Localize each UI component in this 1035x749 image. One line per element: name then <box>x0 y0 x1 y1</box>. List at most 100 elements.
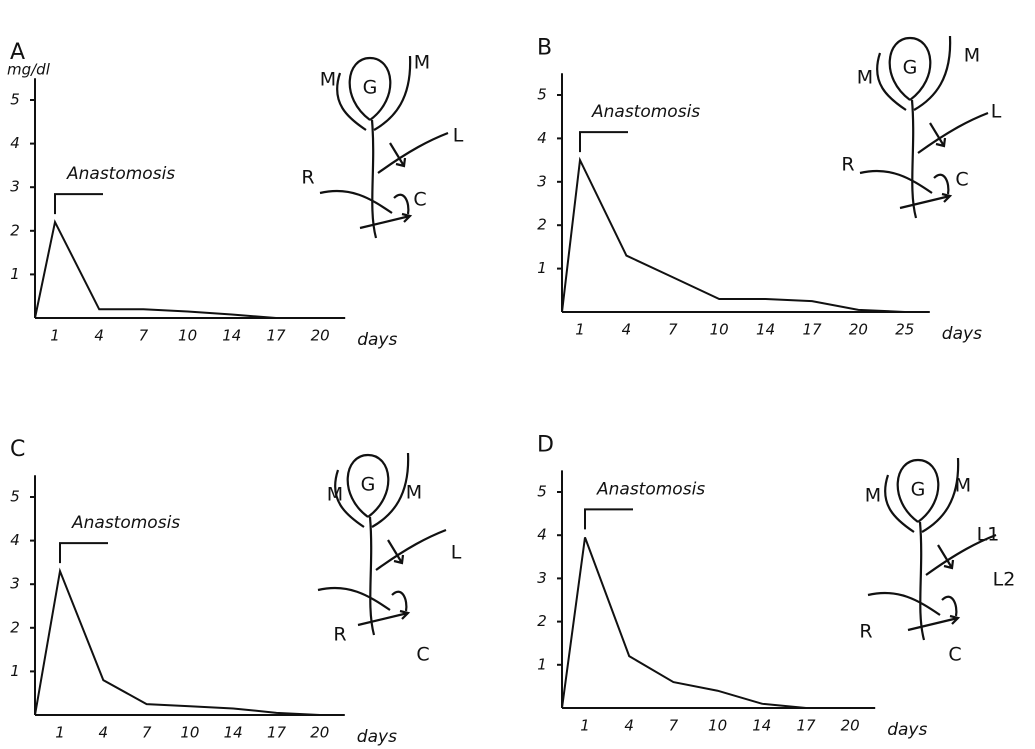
anatomy-diagram <box>316 451 448 637</box>
diagram-label: M <box>327 484 343 506</box>
diagram-label: R <box>841 154 854 176</box>
annotation: Anastomosis <box>596 479 705 499</box>
x-tick-label: 20 <box>311 327 330 345</box>
diagram-label: G <box>911 479 926 501</box>
y-tick-label: 1 <box>537 259 547 277</box>
diagram-label: L <box>453 125 464 147</box>
y-tick-label: 5 <box>537 86 547 104</box>
anatomy-diagram <box>318 54 450 240</box>
diagram-label: G <box>903 57 918 79</box>
y-tick-label: 1 <box>10 662 20 680</box>
diagram-label: M <box>865 485 881 507</box>
x-tick-label: 7 <box>668 321 678 339</box>
annotation: Anastomosis <box>66 164 175 184</box>
diagram-label: R <box>859 621 872 643</box>
y-axis-title: mg/dl <box>7 61 51 79</box>
annotation-bracket <box>54 193 103 215</box>
x-tick-label: 10 <box>178 327 197 345</box>
x-tick-label: 4 <box>94 327 104 345</box>
x-tick-label: 17 <box>267 724 287 742</box>
annotation-bracket <box>584 508 633 530</box>
y-tick-label: 2 <box>10 618 20 636</box>
panel-label: C <box>10 437 25 462</box>
y-tick-label: 3 <box>10 575 20 593</box>
x-tick-label: 25 <box>895 321 914 339</box>
x-tick-label: 10 <box>710 321 729 339</box>
y-tick-label: 2 <box>537 216 547 234</box>
data-line <box>34 219 277 319</box>
x-tick-label: 20 <box>310 724 329 742</box>
y-tick-label: 4 <box>10 134 20 152</box>
diagram-label: L <box>451 542 462 564</box>
diagram-label: C <box>416 644 429 666</box>
diagram-label: C <box>955 169 968 191</box>
panel-label: D <box>537 432 554 457</box>
y-tick-label: 3 <box>537 569 547 587</box>
x-tick-label: 7 <box>139 327 149 345</box>
diagram-label: M <box>406 482 422 504</box>
x-tick-label: 1 <box>575 321 585 339</box>
annotation: Anastomosis <box>591 102 700 122</box>
y-tick-label: 3 <box>10 178 20 196</box>
x-axis-title: days <box>942 324 982 344</box>
y-tick-label: 4 <box>537 526 547 544</box>
annotation-bracket <box>579 131 628 153</box>
diagram-label: G <box>361 474 376 496</box>
annotation: Anastomosis <box>71 513 180 533</box>
x-tick-label: 4 <box>99 724 109 742</box>
y-tick-label: 5 <box>10 91 20 109</box>
diagram-label: G <box>363 77 378 99</box>
y-tick-label: 2 <box>537 612 547 630</box>
data-line <box>34 567 320 716</box>
y-tick-label: 2 <box>10 221 20 239</box>
panel-label: A <box>10 40 25 65</box>
x-axis-title: days <box>887 720 927 740</box>
data-line <box>561 156 905 313</box>
y-tick-label: 4 <box>537 129 547 147</box>
diagram-label: L <box>991 101 1002 123</box>
y-tick-label: 3 <box>537 172 547 190</box>
diagram-label: M <box>964 45 980 67</box>
data-line <box>561 537 851 709</box>
diagram-label: L2 <box>993 569 1016 591</box>
x-tick-label: 17 <box>266 327 286 345</box>
x-tick-label: 7 <box>142 724 152 742</box>
x-tick-label: 4 <box>624 717 634 735</box>
y-tick-label: 4 <box>10 531 20 549</box>
diagram-label: L1 <box>977 524 1000 546</box>
x-axis-title: days <box>357 330 397 350</box>
y-tick-label: 1 <box>10 265 20 283</box>
x-tick-label: 20 <box>849 321 868 339</box>
annotation-bracket <box>59 542 108 564</box>
diagram-label: M <box>857 67 873 89</box>
diagram-label: M <box>320 69 336 91</box>
anatomy-diagram <box>866 456 998 642</box>
diagram-label: C <box>413 189 426 211</box>
panel-label: B <box>537 35 552 60</box>
x-tick-label: 20 <box>841 717 860 735</box>
x-tick-label: 1 <box>50 327 60 345</box>
x-tick-label: 4 <box>622 321 632 339</box>
x-tick-label: 17 <box>802 321 822 339</box>
x-tick-label: 1 <box>55 724 65 742</box>
x-tick-label: 14 <box>222 327 241 345</box>
diagram-label: R <box>333 624 346 646</box>
y-tick-label: 5 <box>10 488 20 506</box>
y-tick-label: 1 <box>537 655 547 673</box>
x-tick-label: 1 <box>580 717 590 735</box>
x-tick-label: 17 <box>796 717 816 735</box>
diagram-label: M <box>414 52 430 74</box>
x-tick-label: 14 <box>224 724 243 742</box>
x-tick-label: 14 <box>756 321 775 339</box>
y-tick-label: 5 <box>537 483 547 501</box>
x-tick-label: 10 <box>180 724 199 742</box>
x-axis-title: days <box>357 727 397 747</box>
x-tick-label: 10 <box>708 717 727 735</box>
diagram-label: R <box>301 167 314 189</box>
diagram-label: C <box>948 644 961 666</box>
